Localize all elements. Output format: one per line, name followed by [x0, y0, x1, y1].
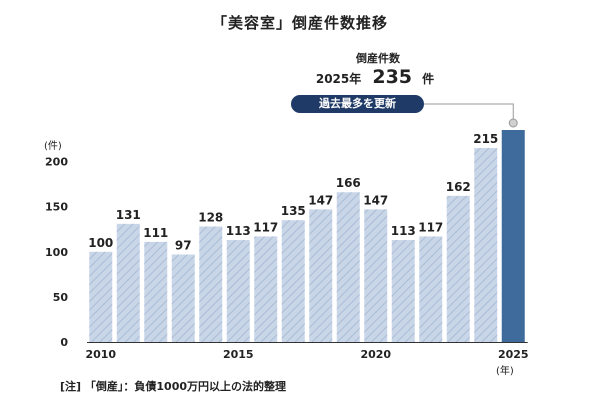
y-tick-label: 0 [60, 336, 68, 349]
bar [474, 148, 498, 342]
callout-total: 2025年 235 件 [290, 66, 460, 88]
x-tick-label: 2010 [85, 348, 116, 361]
bar [89, 251, 113, 342]
data-label: 100 [88, 236, 113, 250]
chart-title: 「美容室」倒産件数推移 [211, 14, 388, 32]
data-label: 135 [281, 204, 306, 218]
data-label: 166 [336, 176, 361, 190]
callout-connector [424, 103, 514, 120]
data-label: 215 [473, 132, 498, 146]
y-tick-label: 150 [45, 201, 68, 214]
bar [226, 240, 250, 342]
data-label: 111 [143, 226, 168, 240]
bar [391, 240, 415, 342]
y-axis-unit: (件) [44, 140, 62, 152]
data-label: 147 [363, 193, 388, 207]
record-high-badge: 過去最多を更新 [291, 95, 424, 113]
callout-year: 2025年 [315, 72, 362, 86]
x-tick-label: 2015 [223, 348, 254, 361]
bar [446, 195, 470, 342]
bar [199, 226, 223, 342]
y-tick-label: 100 [45, 246, 68, 259]
bar [116, 223, 140, 342]
bar-highlight [501, 130, 525, 342]
data-label: 128 [198, 211, 223, 225]
bar [419, 236, 443, 342]
x-tick-label: 2020 [360, 348, 391, 361]
data-label: 117 [253, 220, 278, 234]
bar [171, 254, 195, 342]
x-axis-unit: (年) [496, 364, 514, 377]
bar [309, 209, 333, 342]
y-tick-label: 50 [53, 291, 69, 304]
bar [336, 192, 360, 342]
x-tick-label: 2025 [498, 348, 529, 361]
callout-unit: 件 [422, 72, 435, 86]
bar [254, 236, 278, 342]
data-label: 131 [116, 208, 141, 222]
data-label: 162 [446, 180, 471, 194]
data-label: 97 [175, 238, 192, 252]
bar [144, 241, 168, 342]
data-label: 147 [308, 193, 333, 207]
bar [281, 220, 305, 342]
callout-label: 倒産件数 [356, 52, 400, 65]
footnote: [注] 「倒産」：負債1000万円以上の法的整理 [60, 380, 286, 393]
y-tick-label: 200 [45, 156, 68, 169]
data-label: 113 [391, 224, 416, 238]
data-label: 117 [418, 220, 443, 234]
callout-value: 235 [372, 66, 413, 88]
data-label: 113 [226, 224, 251, 238]
bar [364, 209, 388, 342]
callout-dot [508, 118, 518, 128]
